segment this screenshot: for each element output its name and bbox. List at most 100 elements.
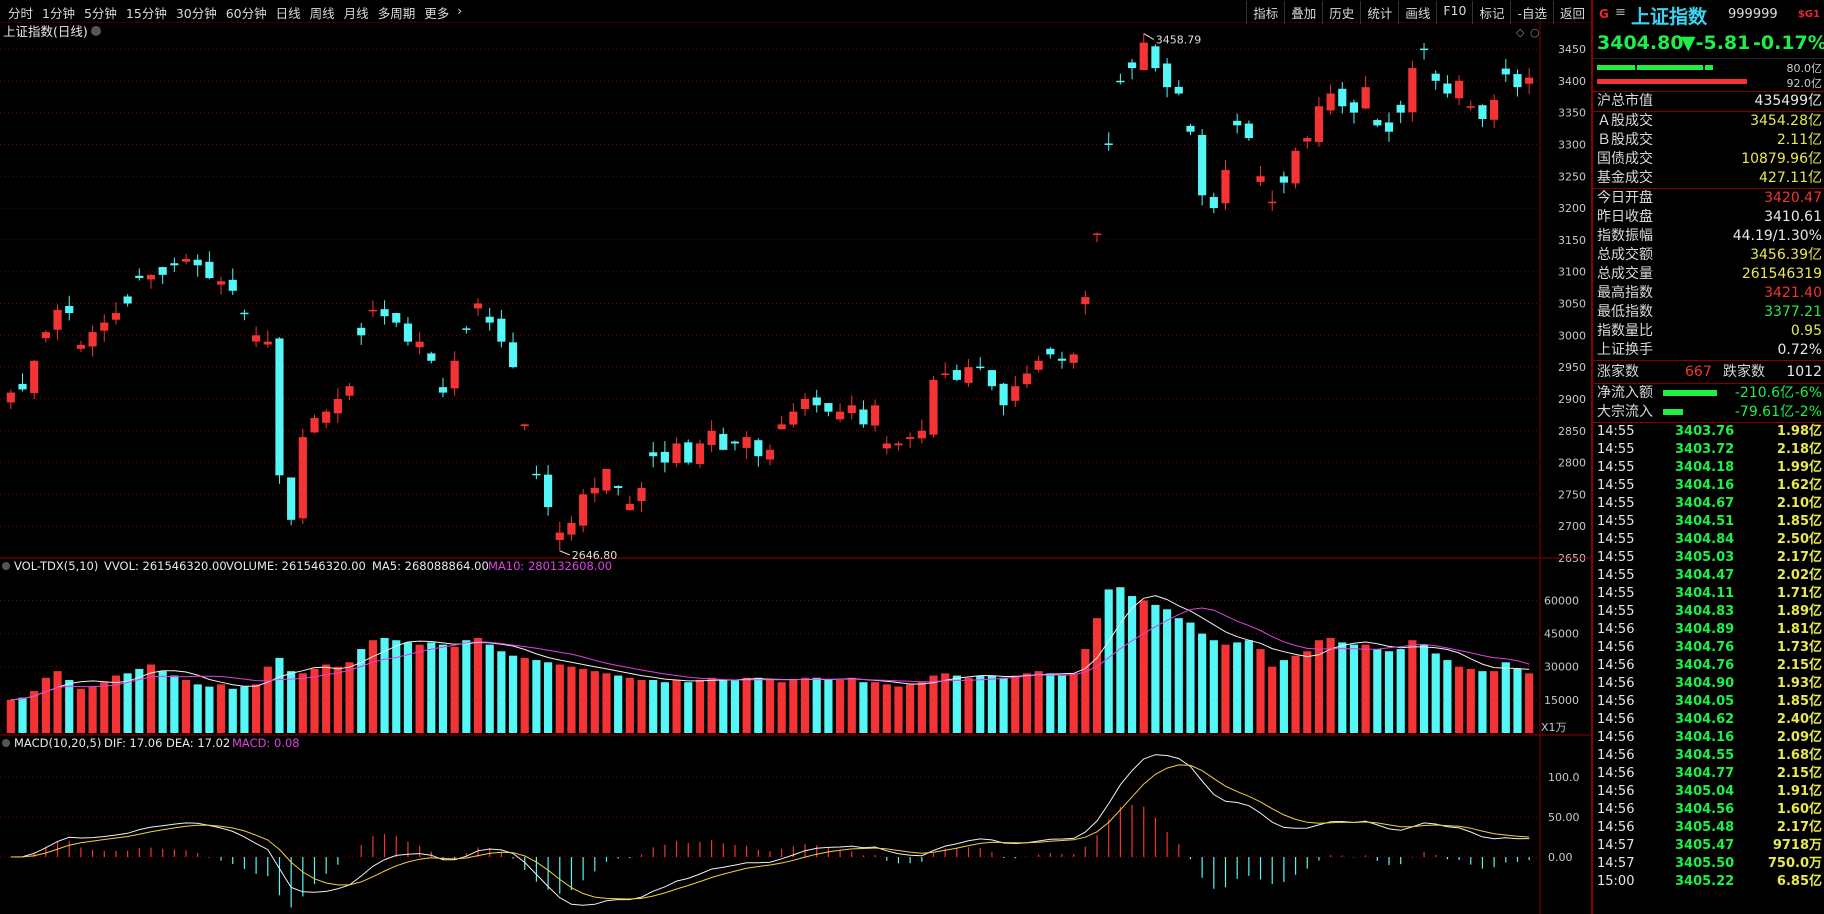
volume-bar bbox=[1419, 644, 1429, 733]
index-name: 上证指数 bbox=[1631, 6, 1708, 28]
candle-body bbox=[1431, 73, 1440, 81]
tick-price: 3404.51 bbox=[1675, 514, 1735, 529]
candle-body bbox=[403, 323, 413, 342]
tick-volume: 2.50亿 bbox=[1776, 532, 1822, 547]
stat-row: 沪总市值 435499亿 bbox=[1593, 92, 1824, 112]
period-tab-2[interactable]: 5分钟 bbox=[83, 6, 117, 21]
stat-row: 国债成交 10879.96亿 bbox=[1593, 150, 1824, 169]
volume-bar bbox=[532, 660, 541, 733]
candle-body bbox=[520, 424, 529, 427]
volume-bar bbox=[602, 673, 611, 733]
vol-tick-label: 15000 bbox=[1544, 694, 1579, 707]
stat-row: 总成交量 261546319 bbox=[1593, 265, 1824, 284]
candle-body bbox=[684, 442, 693, 463]
tick-row: 14:56 3404.77 2.15亿 bbox=[1593, 765, 1824, 783]
kline-chart[interactable]: 3450 3400 3350 3300 3250 3200 3150 3100 3050 3000… bbox=[0, 22, 1591, 914]
period-tab-9[interactable]: 多周期 bbox=[377, 6, 416, 21]
period-tab-10[interactable]: 更多 bbox=[424, 6, 450, 21]
volume-bar bbox=[871, 682, 880, 733]
stat-label: 沪总市值 bbox=[1597, 93, 1653, 109]
candle-body bbox=[252, 335, 261, 342]
diamond-icon[interactable]: ◇ bbox=[1516, 26, 1525, 39]
tool-button-5[interactable]: F10 bbox=[1436, 1, 1472, 24]
stat-value: 3456.39亿 bbox=[1750, 247, 1822, 263]
candle-body bbox=[1326, 93, 1335, 111]
period-tab-7[interactable]: 周线 bbox=[309, 6, 335, 21]
lo-label: 2646.80 bbox=[572, 549, 618, 562]
stat-row: 最高指数 3421.40 bbox=[1593, 284, 1824, 303]
vol-ma10-line bbox=[10, 607, 1530, 701]
volume-bar bbox=[1314, 640, 1324, 733]
period-tab-1[interactable]: 1分钟 bbox=[42, 6, 75, 21]
stat-label: 指数量比 bbox=[1597, 323, 1653, 339]
candle-body bbox=[637, 488, 646, 501]
price-tick-label: 3450 bbox=[1558, 43, 1586, 56]
volume-bar bbox=[742, 677, 751, 733]
volume-bar bbox=[322, 664, 331, 733]
period-tab-5[interactable]: 60分钟 bbox=[225, 6, 267, 21]
volume-bar bbox=[684, 682, 693, 733]
period-tab-3[interactable]: 15分钟 bbox=[125, 6, 167, 21]
vol-menu-icon[interactable] bbox=[2, 562, 10, 570]
period-tab-4[interactable]: 30分钟 bbox=[175, 6, 217, 21]
candle-body bbox=[275, 338, 284, 476]
tick-price: 3404.55 bbox=[1675, 748, 1735, 763]
volume-bar bbox=[999, 677, 1008, 733]
period-tab-8[interactable]: 月线 bbox=[343, 6, 369, 21]
volume-bar bbox=[357, 649, 366, 733]
price-tick-label: 2900 bbox=[1558, 393, 1586, 406]
tool-button-3[interactable]: 统计 bbox=[1360, 1, 1398, 24]
volume-bar bbox=[263, 666, 272, 733]
volume-bar bbox=[637, 679, 646, 733]
candle-body bbox=[1233, 120, 1242, 126]
tool-button-4[interactable]: 画线 bbox=[1398, 1, 1436, 24]
candle-body bbox=[824, 403, 833, 412]
candle-body bbox=[193, 259, 202, 266]
tool-button-8[interactable]: 返回 bbox=[1552, 1, 1591, 24]
candle-body bbox=[906, 437, 915, 439]
candle-body bbox=[952, 370, 961, 380]
candle-body bbox=[53, 309, 62, 330]
chevron-down-icon[interactable] bbox=[91, 26, 101, 36]
candle-body bbox=[695, 443, 705, 464]
tick-volume: 2.40亿 bbox=[1776, 712, 1822, 727]
tool-button-1[interactable]: 叠加 bbox=[1284, 1, 1322, 24]
sg-badge[interactable]: $G1 bbox=[1797, 9, 1820, 20]
tick-row: 14:55 3403.76 1.98亿 bbox=[1593, 423, 1824, 441]
tick-time: 14:55 bbox=[1597, 460, 1635, 475]
tool-button-2[interactable]: 历史 bbox=[1322, 1, 1360, 24]
period-tab-6[interactable]: 日线 bbox=[275, 6, 301, 21]
flow-pct: -6% bbox=[1794, 385, 1822, 401]
tick-time: 14:56 bbox=[1597, 640, 1635, 655]
volume-bar bbox=[111, 675, 121, 733]
tick-row: 14:55 3404.16 1.62亿 bbox=[1593, 477, 1824, 495]
candle-body bbox=[1501, 68, 1510, 75]
tick-volume: 1.93亿 bbox=[1776, 676, 1822, 691]
candle-body bbox=[1221, 169, 1230, 204]
candle-body bbox=[1186, 125, 1195, 132]
candle-body bbox=[333, 398, 342, 414]
period-tab-0[interactable]: 分时 bbox=[8, 6, 34, 21]
stat-value: 44.19/1.30% bbox=[1732, 228, 1822, 244]
candle-body bbox=[660, 451, 669, 463]
chevron-right-icon[interactable]: › bbox=[457, 3, 463, 18]
tick-price: 3405.22 bbox=[1675, 874, 1735, 889]
stat-label: 指数振幅 bbox=[1597, 228, 1653, 244]
tool-button-7[interactable]: -自选 bbox=[1510, 1, 1553, 24]
menu-icon[interactable]: ≡ bbox=[1615, 5, 1626, 20]
macd-menu-icon[interactable] bbox=[2, 739, 10, 747]
price-tick-label: 3300 bbox=[1558, 138, 1586, 151]
candle-body bbox=[871, 405, 880, 426]
tool-button-0[interactable]: 指标 bbox=[1246, 1, 1284, 24]
flow-list: 净流入额 -210.6亿 -6% 大宗流入 -79.61亿 -2% bbox=[1593, 384, 1824, 423]
candle-body bbox=[1349, 102, 1359, 113]
candle-body bbox=[1268, 201, 1277, 204]
volume-bar bbox=[1478, 671, 1487, 733]
stat-row: 指数振幅 44.19/1.30% bbox=[1593, 227, 1824, 246]
g-badge[interactable]: G bbox=[1599, 7, 1609, 21]
flow-pct: -2% bbox=[1794, 404, 1822, 420]
volume-bar bbox=[1501, 662, 1510, 733]
tool-button-6[interactable]: 标记 bbox=[1472, 1, 1510, 24]
circle-icon[interactable]: ○ bbox=[1530, 26, 1540, 39]
candle-body bbox=[835, 411, 845, 420]
